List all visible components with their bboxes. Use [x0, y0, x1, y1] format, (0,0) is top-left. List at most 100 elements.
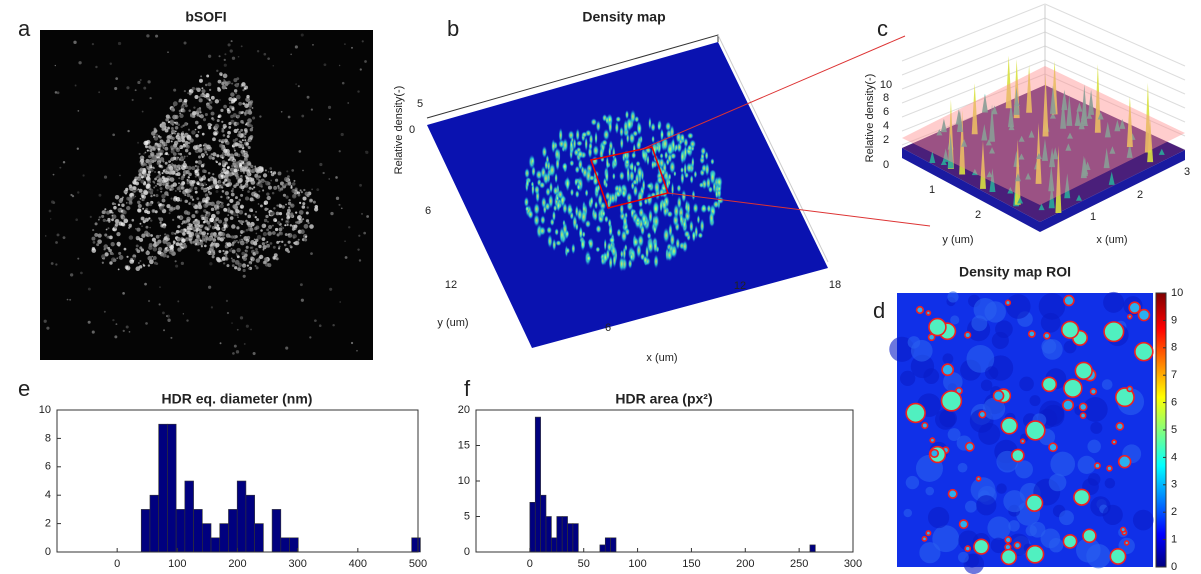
- speckle: [138, 188, 143, 193]
- hdr-region: [1063, 378, 1083, 398]
- speckle: [142, 189, 148, 195]
- speckle: [184, 237, 190, 242]
- speckle: [265, 181, 270, 186]
- speckle: [225, 87, 228, 90]
- peak: [588, 141, 593, 151]
- peak: [642, 255, 648, 265]
- speckle: [97, 218, 100, 221]
- speckle: [157, 147, 161, 151]
- speckle: [174, 260, 177, 263]
- speckle: [148, 245, 153, 250]
- peak: [652, 201, 659, 217]
- speckle: [307, 221, 310, 225]
- speckle: [171, 130, 174, 134]
- speckle: [208, 98, 211, 102]
- x-tick-label: 1: [1090, 211, 1096, 223]
- bar: [202, 523, 212, 553]
- speckle: [187, 189, 191, 193]
- speckle: [273, 185, 278, 190]
- speckle: [252, 352, 256, 356]
- speckle: [279, 231, 283, 236]
- peak: [989, 104, 996, 142]
- speckle: [169, 177, 175, 182]
- speckle: [260, 229, 263, 232]
- panel-letter: e: [18, 376, 30, 401]
- speckle: [258, 190, 261, 193]
- x-tick-label: 3: [1184, 166, 1190, 178]
- speckle: [71, 194, 75, 198]
- speckle: [195, 210, 198, 213]
- peak: [640, 224, 645, 236]
- speckle: [260, 185, 263, 188]
- peak: [1035, 153, 1042, 160]
- speckle: [230, 192, 235, 197]
- speckle: [165, 152, 168, 156]
- speckle: [109, 62, 113, 65]
- grid-3d: [1044, 3, 1186, 67]
- speckle: [143, 86, 147, 90]
- peak: [531, 156, 535, 166]
- speckle: [239, 185, 243, 189]
- speckle: [241, 251, 246, 256]
- speckle: [182, 109, 186, 113]
- speckle: [297, 215, 302, 220]
- speckle: [158, 182, 163, 186]
- speckle: [330, 211, 334, 216]
- y-tick-label: 0: [1171, 561, 1177, 573]
- speckle: [201, 132, 205, 136]
- speckle: [236, 226, 240, 230]
- speckle: [161, 198, 166, 203]
- speckle: [249, 100, 254, 104]
- peak: [590, 118, 598, 126]
- peak: [602, 128, 610, 141]
- peak: [619, 126, 624, 138]
- texture: [987, 516, 1011, 540]
- speckle: [204, 244, 207, 248]
- panel-letter: f: [464, 376, 471, 401]
- speckle: [198, 228, 202, 232]
- speckle: [155, 241, 160, 246]
- hdr-region: [921, 535, 928, 542]
- speckle: [285, 346, 289, 350]
- speckle: [169, 188, 172, 191]
- speckle: [153, 194, 156, 197]
- speckle: [277, 186, 280, 189]
- speckle: [217, 79, 222, 84]
- speckle: [210, 153, 213, 156]
- speckle: [216, 205, 220, 208]
- speckle: [152, 256, 157, 260]
- speckle: [235, 350, 240, 354]
- speckle: [287, 181, 292, 186]
- hdr-region: [928, 317, 947, 337]
- peak: [567, 130, 575, 141]
- speckle: [152, 180, 155, 183]
- bar: [254, 523, 264, 553]
- speckle: [277, 171, 282, 176]
- speckle: [200, 75, 203, 78]
- speckle: [200, 201, 203, 204]
- speckle: [170, 158, 173, 161]
- speckle: [200, 231, 205, 235]
- speckle: [117, 208, 121, 212]
- peak: [631, 151, 637, 160]
- peak: [1035, 122, 1042, 184]
- bar: [210, 537, 221, 553]
- speckle: [155, 184, 157, 187]
- z-tick-label: 2: [883, 134, 889, 146]
- speckle: [62, 161, 66, 164]
- speckle: [215, 256, 220, 261]
- peak: [646, 231, 652, 240]
- speckle: [162, 169, 166, 173]
- peak: [1052, 147, 1059, 160]
- speckle: [141, 197, 145, 202]
- speckle: [180, 186, 185, 190]
- speckle: [231, 99, 236, 104]
- peak: [1042, 74, 1049, 137]
- texture: [1029, 395, 1041, 407]
- speckle: [224, 152, 228, 156]
- speckle: [254, 264, 257, 267]
- speckle: [249, 263, 251, 265]
- speckle: [114, 222, 119, 227]
- speckle: [238, 160, 241, 163]
- grid-3d: [1044, 31, 1186, 95]
